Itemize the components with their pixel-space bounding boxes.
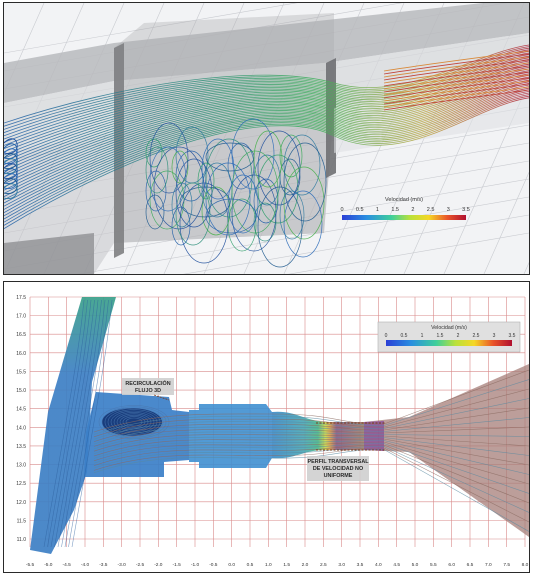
y-tick-label: 12.5 bbox=[16, 481, 26, 487]
legend-tick-label-2d: 2 bbox=[457, 333, 460, 339]
recirculation-annotation: RECIRCULACIÓN FLUJO 3D bbox=[122, 378, 174, 401]
y-tick-label: 11.0 bbox=[17, 537, 27, 543]
x-tick-label: 7.5 bbox=[503, 562, 510, 568]
x-tick-label: 3.0 bbox=[338, 562, 345, 568]
y-tick-label: 13.0 bbox=[16, 463, 26, 469]
y-axis-ticks: 17.5 17.0 16.5 16.0 15.5 15.0 14.5 14.0 13.5 13.0… bbox=[16, 295, 26, 543]
legend-tick-label: 2.5 bbox=[427, 207, 435, 213]
x-tick-label: -2.0 bbox=[154, 562, 163, 568]
profile-annotation: PERFIL TRANSVERSAL DE VELOCIDAD NO UNIFO… bbox=[307, 422, 386, 481]
profile-label-line1: PERFIL TRANSVERSAL bbox=[308, 459, 370, 465]
streamline-3d-canvas: Velocidad (m/s) 0 0.5 1 1.5 2 2.5 3 3.5 bbox=[4, 3, 529, 274]
y-tick-label: 17.5 bbox=[16, 295, 26, 301]
y-tick-label: 14.0 bbox=[16, 425, 26, 431]
x-tick-label: 0.0 bbox=[228, 562, 235, 568]
velocity-plan-canvas: 17.517.016.516.015.515.014.514.013.513.0… bbox=[16, 295, 529, 568]
legend-tick-label-2d: 1 bbox=[421, 333, 424, 339]
legend-ticks: 0 0.5 1 1.5 2 2.5 3 3.5 bbox=[340, 207, 469, 213]
profile-label-line3: UNIFORME bbox=[324, 473, 353, 479]
y-tick-label: 14.5 bbox=[16, 407, 26, 413]
legend-tick-label-2d: 3.5 bbox=[509, 333, 516, 339]
legend-tick-label: 0.5 bbox=[356, 207, 364, 213]
x-tick-label: 5.5 bbox=[430, 562, 437, 568]
legend-tick-label: 3.5 bbox=[462, 207, 470, 213]
x-tick-label: -0.5 bbox=[209, 562, 218, 568]
velocity-legend: Velocidad (m/s) 0 0.5 1 1.5 2 2.5 3 3.5 bbox=[340, 197, 470, 220]
streamline-3d-view: Velocidad (m/s) 0 0.5 1 1.5 2 2.5 3 3.5 bbox=[3, 2, 530, 275]
x-tick-label: 5.0 bbox=[412, 562, 419, 568]
x-tick-label: -1.0 bbox=[191, 562, 200, 568]
y-tick-label: 15.5 bbox=[16, 369, 26, 375]
legend-tick-label: 1 bbox=[376, 207, 379, 213]
legend-tick-label: 3 bbox=[447, 207, 450, 213]
x-tick-label: -4.5 bbox=[63, 562, 72, 568]
legend-tick-label: 0 bbox=[340, 207, 343, 213]
y-tick-label: 16.5 bbox=[16, 332, 26, 338]
x-tick-label: 0.5 bbox=[247, 562, 254, 568]
legend-tick-label-2d: 0.5 bbox=[401, 333, 408, 339]
velocity-legend-2d: Velocidad (m/s) 0 0.5 1 1.5 2 2.5 3 3.5 bbox=[377, 321, 521, 353]
x-tick-label: -1.5 bbox=[173, 562, 182, 568]
streamlines bbox=[4, 44, 529, 268]
legend-ticks-2d: 0 0.5 1 1.5 2 2.5 3 3.5 bbox=[385, 333, 516, 339]
y-tick-label: 11.5 bbox=[17, 518, 27, 524]
x-tick-label: -5.5 bbox=[26, 562, 35, 568]
recirculation-label-line2: FLUJO 3D bbox=[135, 388, 161, 394]
x-tick-label: -4.0 bbox=[81, 562, 90, 568]
recirculation-label-line1: RECIRCULACIÓN bbox=[125, 379, 170, 387]
y-tick-label: 16.0 bbox=[16, 351, 26, 357]
x-tick-label: -3.5 bbox=[99, 562, 108, 568]
legend-colorbar bbox=[342, 215, 466, 220]
velocity-plan-view: 17.5 17.0 16.5 16.0 15.5 15.0 14.5 14.0 13.5 13.0… bbox=[3, 281, 530, 573]
x-tick-label: -3.0 bbox=[118, 562, 127, 568]
inlet-chute bbox=[30, 297, 116, 554]
legend-tick-label-2d: 0 bbox=[385, 333, 388, 339]
y-tick-label: 17.0 bbox=[16, 314, 26, 320]
profile-label-line2: DE VELOCIDAD NO bbox=[313, 466, 363, 472]
x-tick-label: 3.5 bbox=[357, 562, 364, 568]
x-tick-label: 8.0 bbox=[522, 562, 529, 568]
x-tick-label: 4.5 bbox=[393, 562, 400, 568]
legend-tick-label: 1.5 bbox=[391, 207, 399, 213]
x-tick-label: 7.0 bbox=[485, 562, 492, 568]
legend-colorbar-2d bbox=[386, 340, 512, 346]
x-tick-label: 4.0 bbox=[375, 562, 382, 568]
x-axis-ticks: -5.5 -5.0 -4.5 -4.0 -3.5 -3.0 -2.5 -2.0 -1.5 -1.0… bbox=[26, 562, 529, 568]
legend-tick-label: 2 bbox=[411, 207, 414, 213]
x-tick-label: -5.0 bbox=[44, 562, 53, 568]
x-tick-label: 2.5 bbox=[320, 562, 327, 568]
legend-title-2d: Velocidad (m/s) bbox=[431, 325, 467, 331]
flow-streamlines bbox=[43, 299, 529, 548]
middle-structure bbox=[189, 404, 272, 468]
legend-tick-label-2d: 1.5 bbox=[437, 333, 444, 339]
y-tick-label: 15.0 bbox=[16, 388, 26, 394]
x-tick-label: 1.0 bbox=[265, 562, 272, 568]
x-tick-label: 1.5 bbox=[283, 562, 290, 568]
legend-tick-label-2d: 2.5 bbox=[473, 333, 480, 339]
x-tick-label: 6.0 bbox=[448, 562, 455, 568]
y-tick-label: 12.0 bbox=[16, 500, 26, 506]
x-tick-label: 2.0 bbox=[302, 562, 309, 568]
legend-title: Velocidad (m/s) bbox=[385, 197, 423, 203]
legend-tick-label-2d: 3 bbox=[493, 333, 496, 339]
y-tick-label: 13.5 bbox=[16, 444, 26, 450]
x-tick-label: -2.5 bbox=[136, 562, 145, 568]
x-tick-label: 6.5 bbox=[467, 562, 474, 568]
